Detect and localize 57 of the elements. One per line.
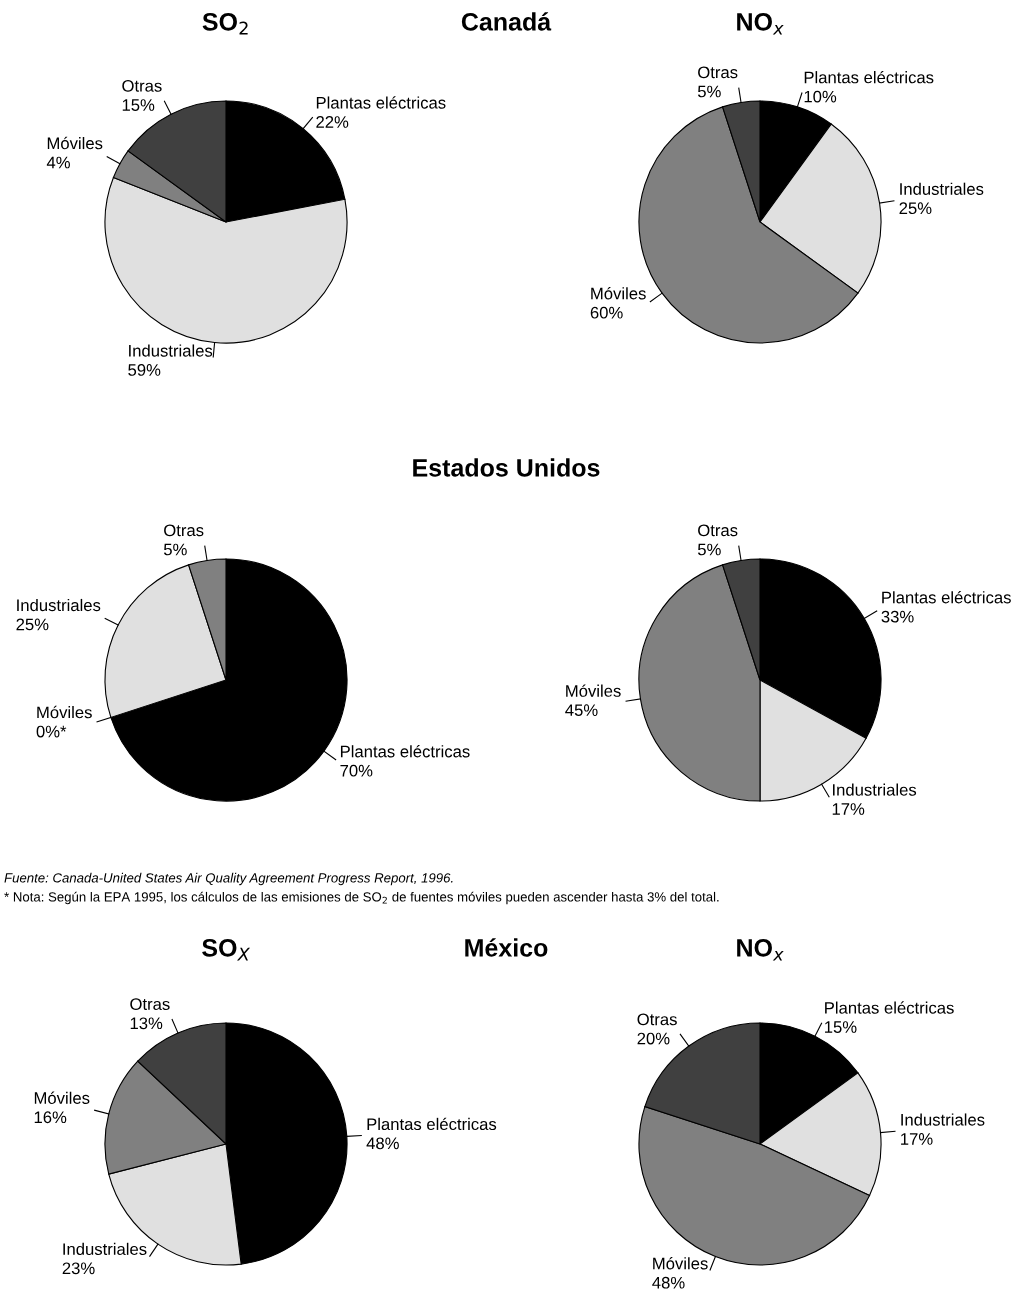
text: Canadá xyxy=(461,12,552,31)
data-label: 70% xyxy=(340,764,373,777)
slice-label: Industriales xyxy=(901,1113,985,1126)
data-label: 48% xyxy=(652,1276,685,1289)
slice-label: Plantas eléctricas xyxy=(882,590,1011,604)
data-label: 5% xyxy=(697,543,721,556)
data-label: 5% xyxy=(697,85,721,98)
data-label: 17% xyxy=(832,803,865,815)
data-label: 60% xyxy=(590,306,623,319)
data-label: 4% xyxy=(46,156,70,169)
source-note: Fuente: Canada-United States Air Quality Agreement Progress Report, 1996. xyxy=(4,872,453,886)
data-label: 17% xyxy=(901,1133,933,1145)
slice-label: Móviles xyxy=(34,1091,90,1104)
slice-label: Plantas eléctricas xyxy=(825,1001,954,1014)
data-label: 23% xyxy=(62,1262,95,1275)
slice-label: Plantas eléctricas xyxy=(340,744,470,758)
slice-label: Otras xyxy=(122,79,162,92)
slice-label: Otras xyxy=(637,1013,677,1026)
chart-subtitle: México xyxy=(465,938,548,957)
slice-label: Móviles xyxy=(653,1257,708,1270)
data-label: 16% xyxy=(34,1111,67,1124)
slice-label: Plantas eléctricas xyxy=(804,70,934,84)
slice-label: Plantas eléctricas xyxy=(367,1117,497,1131)
slice-label: Industriales xyxy=(833,783,917,796)
legend-label: Móviles xyxy=(37,705,92,719)
data-label: 15% xyxy=(122,99,155,111)
slice-label: Industriales xyxy=(900,182,984,195)
slice-label: Industriales xyxy=(129,344,213,357)
slice-label: Otras xyxy=(164,524,204,537)
slice-label: Móviles xyxy=(591,286,646,300)
slice-label: Otras xyxy=(698,66,738,79)
slice-label: Móviles xyxy=(566,684,621,697)
slice-label: Otras xyxy=(130,998,170,1011)
slice-label: Móviles xyxy=(47,136,103,150)
slice-label: Plantas eléctricas xyxy=(316,96,446,109)
slice-label: Otras xyxy=(698,524,738,537)
chart-title: NO$_{x}$ xyxy=(737,938,784,961)
text: * Nota: Según la EPA 1995, los cálculos de las emisiones de SO$_{2}$ de fuentes móviles pueden ascender hasta 3% del total. xyxy=(4,891,719,905)
text: 0%* xyxy=(36,725,67,738)
slice-label: Industriales xyxy=(17,598,101,612)
data-label: 5% xyxy=(163,543,187,556)
data-label: 13% xyxy=(130,1017,163,1030)
data-label: 59% xyxy=(128,364,161,376)
data-label: 25% xyxy=(16,618,49,631)
data-label: 48% xyxy=(366,1137,399,1150)
data-label: 45% xyxy=(565,704,598,717)
data-label: 22% xyxy=(316,116,349,128)
slice-label: Industriales xyxy=(63,1242,147,1256)
data-label: 15% xyxy=(825,1021,857,1033)
data-label: 10% xyxy=(804,90,837,103)
chart-title: NO$_{x}$ xyxy=(737,12,784,35)
chart-title: SO$_{2}$ xyxy=(202,12,248,35)
data-label: 25% xyxy=(899,202,932,215)
data-label: 33% xyxy=(881,610,914,623)
data-label: 20% xyxy=(637,1032,670,1045)
chart-title: SO$_{X}$ xyxy=(202,938,251,961)
chart-subtitle: Estados Unidos xyxy=(413,458,600,477)
